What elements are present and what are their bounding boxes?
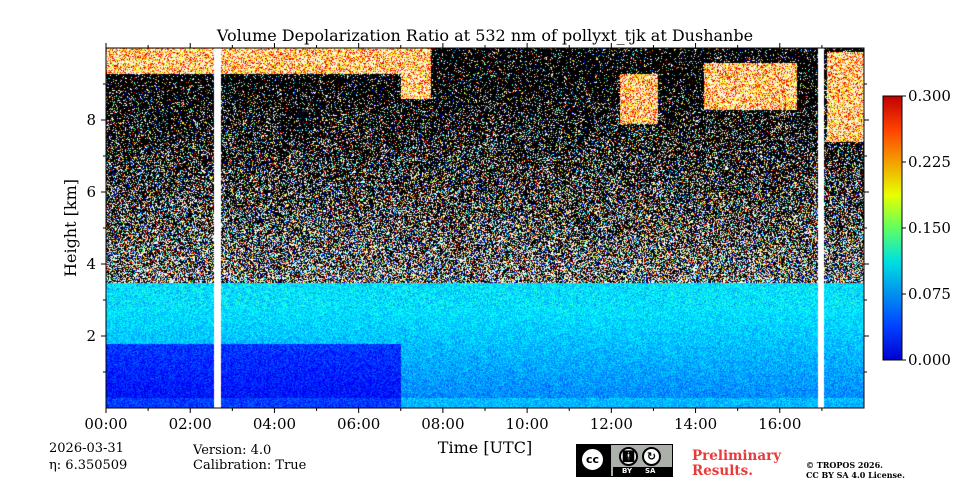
x-tick-label: 02:00 (169, 415, 212, 433)
heatmap-image (106, 48, 864, 408)
copyright-line2: CC BY SA 4.0 License. (806, 470, 905, 480)
preliminary-results: Preliminary Results. (692, 449, 781, 479)
share-alike-icon: ↻ (642, 447, 661, 466)
cc-license-badge: cc 🚹︎ ↻ BY SA (576, 444, 673, 477)
x-tick-label: 12:00 (590, 415, 633, 433)
y-axis-label: Height [km] (61, 179, 80, 277)
x-tick-label: 04:00 (253, 415, 296, 433)
cc-badge-strip (613, 467, 672, 476)
x-tick-label: 16:00 (758, 415, 801, 433)
cc-by-label: BY (622, 467, 633, 475)
y-tick-label: 2 (86, 327, 96, 345)
y-tick-label: 8 (86, 111, 96, 129)
info-calibration: Calibration: True (193, 458, 307, 473)
y-tick-label: 6 (86, 183, 96, 201)
preliminary-line2: Results. (692, 463, 753, 479)
colorbar-tick-label: 0.225 (908, 153, 951, 171)
cc-sa-label: SA (645, 467, 656, 475)
preliminary-line1: Preliminary (692, 448, 782, 464)
colorbar-tick-label: 0.300 (908, 87, 951, 105)
cc-icon: cc (580, 447, 605, 472)
chart-title: Volume Depolarization Ratio at 532 nm of… (216, 26, 753, 45)
colorbar-gradient (882, 95, 903, 361)
copyright-notice: © TROPOS 2026. CC BY SA 4.0 License. (806, 460, 905, 480)
plot-area (105, 47, 865, 409)
info-eta: η: 6.350509 (49, 458, 128, 473)
colorbar-tick-label: 0.150 (908, 219, 951, 237)
x-tick-label: 06:00 (337, 415, 380, 433)
info-version: Version: 4.0 (193, 443, 272, 458)
colorbar: 0.000 0.075 0.150 0.225 0.300 (882, 87, 951, 369)
colorbar-tick-label: 0.075 (908, 285, 951, 303)
y-tick-label: 4 (86, 255, 96, 273)
x-tick-label: 10:00 (505, 415, 548, 433)
y-axis: 2 4 6 8 (86, 83, 869, 373)
attribution-icon: 🚹︎ (619, 447, 638, 466)
x-tick-label: 00:00 (84, 415, 127, 433)
colorbar-tick-label: 0.000 (908, 351, 951, 369)
x-tick-label: 08:00 (421, 415, 464, 433)
x-tick-label: 14:00 (674, 415, 717, 433)
x-axis: 00:00 02:00 04:00 06:00 08:00 10:00 12:00 14:00… (84, 43, 823, 433)
info-date: 2026-03-31 (49, 441, 124, 456)
x-axis-label: Time [UTC] (438, 438, 532, 457)
copyright-line1: © TROPOS 2026. (806, 460, 883, 470)
